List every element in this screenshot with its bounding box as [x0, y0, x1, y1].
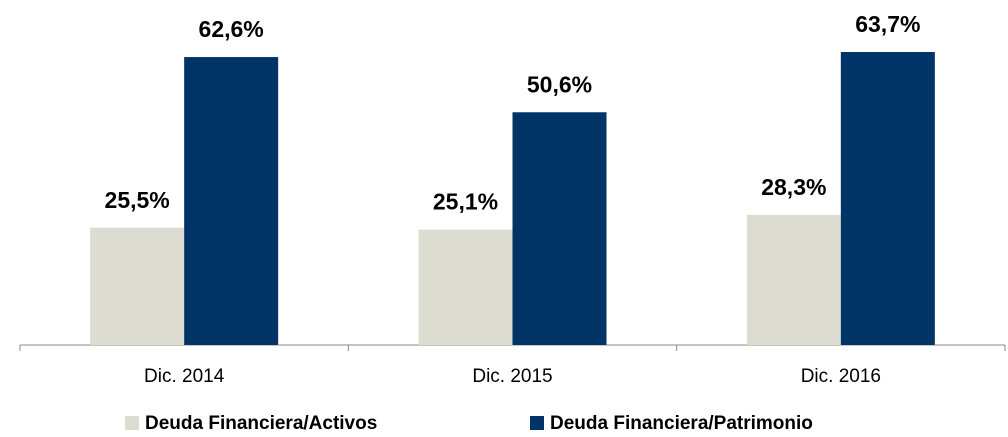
- value-label: 63,7%: [855, 11, 920, 37]
- legend-swatch: [530, 416, 544, 430]
- legend-label: Deuda Financiera/Activos: [145, 413, 377, 434]
- bar: [418, 229, 513, 345]
- bar: [184, 57, 279, 345]
- legend-label: Deuda Financiera/Patrimonio: [550, 413, 813, 434]
- x-tick-label: Dic. 2014: [144, 366, 225, 387]
- bar: [512, 112, 607, 345]
- x-tick-label: Dic. 2016: [801, 366, 881, 387]
- x-tick-label: Dic. 2015: [472, 366, 552, 387]
- bar: [746, 214, 841, 345]
- value-label: 25,5%: [105, 187, 170, 213]
- value-label: 62,6%: [199, 16, 264, 42]
- value-label: 28,3%: [761, 174, 826, 200]
- bar: [840, 52, 935, 345]
- value-label: 25,1%: [433, 189, 498, 215]
- value-label: 50,6%: [527, 71, 592, 97]
- legend-swatch: [125, 416, 139, 430]
- bar: [90, 227, 185, 345]
